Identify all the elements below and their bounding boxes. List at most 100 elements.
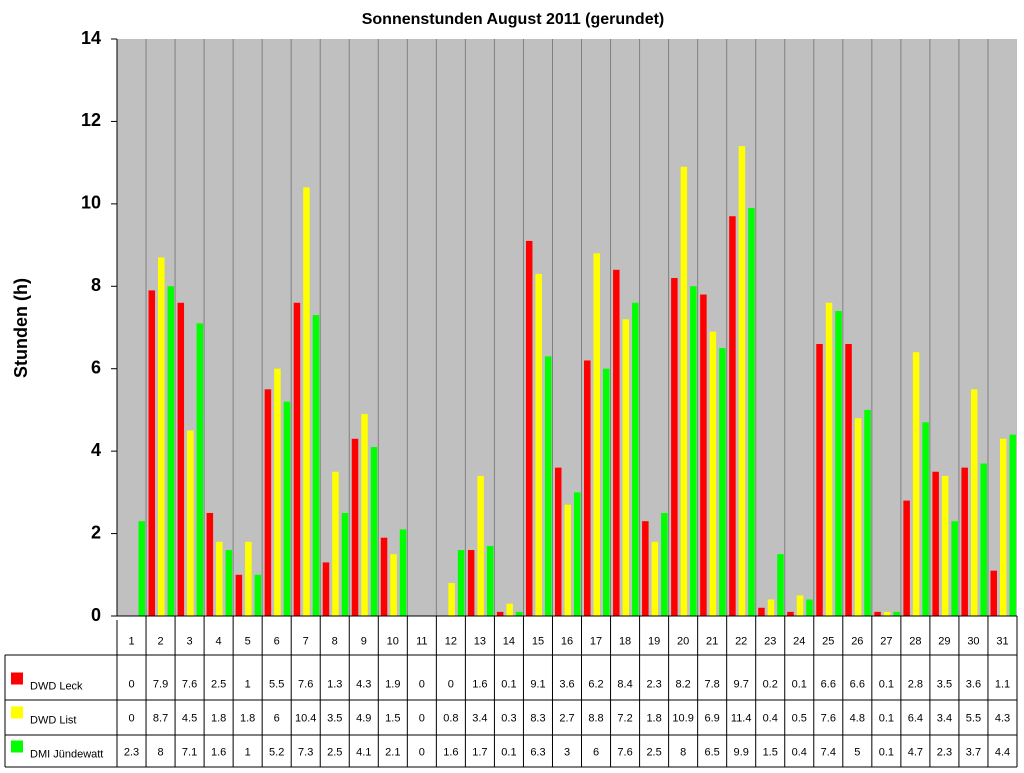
table-value: 1.6: [472, 678, 487, 690]
table-value: 3.6: [966, 678, 981, 690]
table-value: 7.6: [182, 678, 197, 690]
table-value: 1.5: [763, 746, 778, 758]
table-value: 1.9: [385, 678, 400, 690]
table-value: 2.1: [385, 746, 400, 758]
legend-label: DMI Jündewatt: [30, 748, 103, 760]
bar: [322, 562, 330, 616]
table-value: 7.3: [298, 746, 313, 758]
table-value: 2.7: [559, 712, 574, 724]
bar: [767, 599, 775, 616]
y-axis-title: Stunden (h): [11, 278, 31, 378]
table-value: 1.8: [211, 712, 226, 724]
bar: [845, 343, 852, 616]
bar: [825, 302, 833, 616]
table-value: 4.3: [995, 712, 1010, 724]
table-value: 3.4: [472, 712, 487, 724]
legend-swatch: [11, 672, 23, 685]
table-value: 6.6: [850, 678, 865, 690]
table-value: 7.2: [617, 712, 632, 724]
table-value: 5.2: [269, 746, 284, 758]
bar: [467, 550, 475, 616]
x-tick-label: 11: [416, 635, 427, 647]
table-value: 0.4: [792, 746, 807, 758]
bar: [729, 216, 736, 616]
x-tick-label: 28: [909, 635, 921, 647]
x-tick-label: 6: [274, 635, 280, 647]
x-tick-label: 8: [332, 635, 338, 647]
bar: [603, 368, 610, 616]
bar: [312, 315, 320, 616]
x-tick-label: 3: [187, 635, 193, 647]
table-value: 4.8: [850, 712, 865, 724]
table-value: 1.1: [995, 678, 1010, 690]
table-value: 8.8: [588, 712, 603, 724]
table-value: 0.8: [443, 712, 458, 724]
table-value: 6.3: [530, 746, 545, 758]
bar: [719, 348, 726, 616]
bar: [806, 599, 813, 616]
table-value: 2.3: [937, 746, 952, 758]
bar: [835, 311, 842, 616]
table-value: 9.1: [530, 678, 545, 690]
bar: [274, 368, 281, 616]
x-tick-label: 15: [532, 635, 544, 647]
bar: [554, 467, 562, 616]
bar: [477, 475, 484, 616]
x-tick-label: 19: [648, 635, 660, 647]
y-tick-label: 2: [91, 522, 101, 542]
table-value: 0: [448, 678, 454, 690]
table-value: 1: [245, 678, 251, 690]
x-tick-label: 14: [503, 635, 515, 647]
bar: [787, 611, 794, 616]
bar: [700, 294, 707, 616]
bar: [148, 290, 156, 616]
bar: [564, 504, 571, 616]
bar: [912, 352, 920, 616]
table-value: 5.5: [269, 678, 284, 690]
bar: [970, 389, 978, 616]
bar: [796, 595, 804, 616]
table-value: 6.5: [705, 746, 720, 758]
bar: [254, 574, 262, 616]
bar: [680, 166, 688, 616]
bar: [893, 611, 900, 616]
bar: [941, 475, 949, 616]
table-value: 3.5: [937, 678, 952, 690]
x-tick-label: 27: [880, 635, 892, 647]
table-value: 7.6: [821, 712, 836, 724]
table-value: 0.1: [879, 746, 894, 758]
table-value: 1: [245, 746, 251, 758]
table-value: 3.5: [327, 712, 342, 724]
bar: [738, 146, 746, 616]
bar: [613, 269, 620, 616]
bar: [661, 512, 668, 616]
y-tick-label: 12: [81, 110, 101, 130]
table-value: 0.1: [879, 712, 894, 724]
bar: [903, 500, 910, 616]
bar: [632, 302, 639, 616]
bar: [303, 187, 310, 616]
x-tick-label: 31: [996, 635, 1008, 647]
table-value: 0.1: [792, 678, 807, 690]
table-value: 0.1: [501, 746, 516, 758]
bar: [332, 471, 339, 616]
legend-label: DWD Leck: [30, 680, 83, 692]
x-tick-label: 2: [157, 635, 163, 647]
bar: [225, 550, 233, 616]
bar: [293, 302, 301, 616]
table-value: 0: [128, 678, 134, 690]
bar: [196, 323, 204, 616]
bar: [1009, 434, 1016, 616]
table-value: 3.4: [937, 712, 952, 724]
table-value: 4.1: [356, 746, 371, 758]
table-value: 3.6: [559, 678, 574, 690]
y-tick-label: 6: [91, 357, 101, 377]
legend-swatch: [11, 706, 23, 719]
bar: [167, 286, 175, 616]
table-value: 2.5: [646, 746, 661, 758]
x-tick-label: 16: [561, 635, 573, 647]
bar: [380, 537, 388, 616]
bar: [816, 343, 823, 616]
table-value: 6.9: [705, 712, 720, 724]
